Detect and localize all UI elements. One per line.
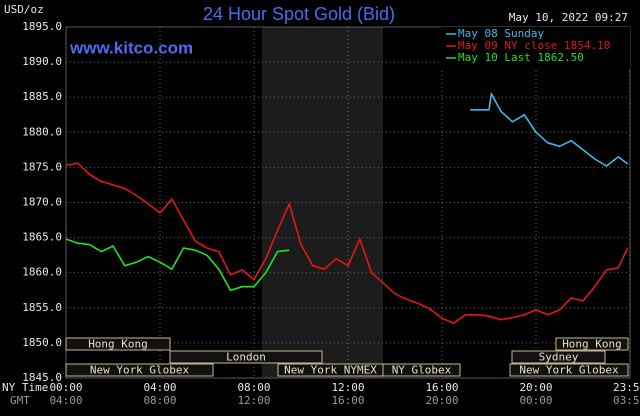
session-label: London — [226, 351, 266, 364]
y-tick-label: 1870.0 — [22, 196, 62, 209]
session-box — [169, 350, 323, 364]
session-box — [509, 363, 629, 377]
x2-tick-label: 08:00 — [143, 394, 176, 407]
lines — [65, 92, 629, 324]
y-tick-label: 1845.0 — [22, 371, 62, 384]
session-box — [382, 363, 461, 377]
y-tick-label: 1860.0 — [22, 266, 62, 279]
y-tick-label: 1865.0 — [22, 231, 62, 244]
y-tick-label: 1875.0 — [22, 160, 62, 173]
session-label: New York NYMEX — [284, 364, 377, 377]
session-box — [65, 337, 171, 351]
x2-tick-label: 12:00 — [237, 394, 270, 407]
y-tick-label: 1850.0 — [22, 336, 62, 349]
y-tick-label: 1895.0 — [22, 20, 62, 33]
y-tick-label: 1885.0 — [22, 90, 62, 103]
grid: 1845.0 1850.0 1855.0 1860.0 1865.0 1870.0 1875… — [22, 20, 640, 407]
sessions: Hong Kong London New York Globex New York N… — [65, 337, 629, 377]
chart-title: 24 Hour Spot Gold (Bid) — [203, 4, 395, 24]
x-tick-label: 16:00 — [425, 381, 458, 394]
session-label: New York Globex — [519, 364, 619, 377]
x2-tick-label: 16:00 — [331, 394, 364, 407]
x2-axis-label: GMT — [10, 394, 30, 407]
x-tick-label: 23:59 — [613, 381, 640, 394]
x-tick-label: 04:00 — [143, 381, 176, 394]
x2-tick-label: 00:00 — [519, 394, 552, 407]
session-box — [511, 350, 606, 364]
x2-tick-label: 20:00 — [425, 394, 458, 407]
session-label: Hong Kong — [88, 338, 148, 351]
session-label: NY Globex — [392, 364, 452, 377]
legend-label: May 09 NY close 1854.10 — [458, 39, 610, 52]
y-tick-label: 1890.0 — [22, 55, 62, 68]
series-line — [470, 92, 629, 167]
series-line — [65, 162, 629, 324]
session-box — [65, 363, 214, 377]
y-tick-label: 1880.0 — [22, 125, 62, 138]
x2-tick-label: 03:59 — [613, 394, 640, 407]
legend-label: May 08 Sunday — [458, 27, 544, 40]
timestamp: May 10, 2022 09:27 — [509, 11, 628, 24]
x-tick-label: 12:00 — [331, 381, 364, 394]
session-label: Hong Kong — [562, 338, 622, 351]
x-tick-label: 08:00 — [237, 381, 270, 394]
series-line — [65, 238, 290, 292]
x-axis-label: NY Time — [2, 381, 48, 394]
legend-box — [441, 27, 630, 69]
unit-label: USD/oz — [4, 3, 44, 16]
x-tick-label: 00:00 — [49, 381, 82, 394]
session-box — [555, 337, 629, 351]
y-tick-label: 1855.0 — [22, 301, 62, 314]
session-label: Sydney — [539, 351, 579, 364]
legend-label: May 10 Last 1862.50 — [458, 51, 584, 64]
session-label: New York Globex — [90, 364, 190, 377]
x-tick-label: 20:00 — [519, 381, 552, 394]
x2-tick-label: 04:00 — [49, 394, 82, 407]
website: www.kitco.com — [69, 38, 193, 57]
